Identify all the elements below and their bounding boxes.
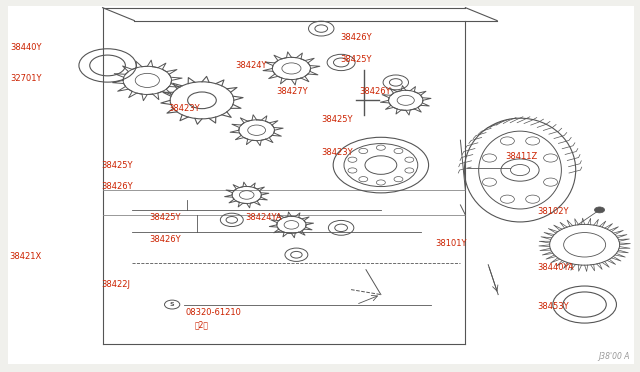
Text: 38421X: 38421X: [9, 252, 42, 261]
Text: 38425Y: 38425Y: [150, 213, 181, 222]
Text: 38425Y: 38425Y: [321, 115, 353, 124]
Text: J38'00 A: J38'00 A: [598, 352, 630, 361]
Text: 〨2〩: 〨2〩: [195, 320, 209, 329]
Text: 38102Y: 38102Y: [538, 208, 569, 217]
Text: 38426Y: 38426Y: [150, 235, 181, 244]
Text: 38426Y: 38426Y: [102, 182, 133, 190]
Text: 08320-61210: 08320-61210: [185, 308, 241, 317]
Text: 38423Y: 38423Y: [168, 104, 200, 113]
Text: 38425Y: 38425Y: [340, 55, 372, 64]
Text: 38424Y: 38424Y: [236, 61, 267, 70]
Text: 38101Y: 38101Y: [436, 239, 467, 248]
Text: S: S: [170, 302, 175, 307]
Text: 38422J: 38422J: [102, 280, 131, 289]
Text: 32701Y: 32701Y: [10, 74, 42, 83]
Text: 38453Y: 38453Y: [538, 302, 569, 311]
Circle shape: [595, 207, 605, 213]
Text: 38440YA: 38440YA: [538, 263, 574, 272]
Text: 38425Y: 38425Y: [102, 161, 133, 170]
Text: 38426Y: 38426Y: [360, 87, 391, 96]
Text: 38424YA: 38424YA: [245, 213, 282, 222]
Text: 38440Y: 38440Y: [10, 42, 42, 51]
Text: 38423Y: 38423Y: [321, 148, 353, 157]
Text: 38427Y: 38427Y: [276, 87, 308, 96]
Text: 38426Y: 38426Y: [340, 33, 372, 42]
Text: 38411Z: 38411Z: [506, 152, 538, 161]
